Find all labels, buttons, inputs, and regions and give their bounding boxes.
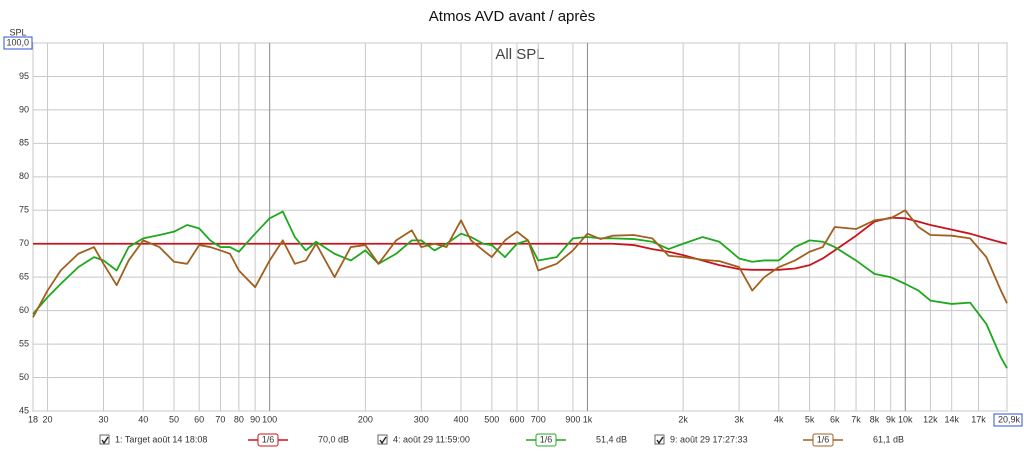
x-tick-label: 900 [565, 414, 580, 424]
smoothing-label: 1/6 [262, 434, 275, 444]
x-tick-label: 500 [484, 414, 499, 424]
y-tick-label: 90 [19, 104, 29, 114]
y-tick-label: 95 [19, 71, 29, 81]
x-tick-label: 600 [509, 414, 524, 424]
x-tick-label: 200 [358, 414, 373, 424]
lines [32, 209, 1008, 369]
legend-checkbox[interactable] [654, 434, 665, 445]
x-tick-label: 5k [805, 414, 815, 424]
chart-title: Atmos AVD avant / après [429, 8, 595, 25]
smoothing-button[interactable] [257, 433, 279, 447]
x-tick-label: 2k [678, 414, 688, 424]
x-tick-label: 60 [194, 414, 204, 424]
x-tick-label: 400 [453, 414, 468, 424]
x-tick-label: 50 [169, 414, 179, 424]
legend-checkbox[interactable] [99, 434, 110, 445]
legend-label: 9: août 29 17:27:33 [670, 434, 748, 444]
checkmark [379, 436, 387, 445]
x-tick-label: 9k [886, 414, 896, 424]
x-tick-label: 6k [830, 414, 840, 424]
smoothing-label: 1/6 [817, 434, 830, 444]
subtitle: All SPL [495, 46, 544, 63]
y-axis-label: SPL [9, 27, 26, 37]
series-line [32, 210, 1008, 369]
x-tick-label: 17k [971, 414, 986, 424]
smoothing-button[interactable] [535, 433, 557, 447]
series-line [32, 209, 1008, 318]
legend-level: 51,4 dB [596, 434, 627, 444]
y-tick-label: 80 [19, 171, 29, 181]
x-tick-label: 10k [898, 414, 913, 424]
x-tick-label: 700 [531, 414, 546, 424]
x-tick-label: 18 [28, 414, 38, 424]
y-tick-label: 75 [19, 205, 29, 215]
y-tick-label: 85 [19, 138, 29, 148]
y-tick-label: 70 [19, 238, 29, 248]
y-tick-label: 50 [19, 372, 29, 382]
smoothing-label: 1/6 [540, 434, 553, 444]
legend: 1: Target août 14 18:08 1/6 70,0 dB 4: août… [99, 433, 904, 447]
limit-box [3, 36, 33, 50]
smoothing-button[interactable] [812, 433, 834, 447]
x-tick-label: 40 [138, 414, 148, 424]
legend-checkbox[interactable] [377, 434, 388, 445]
x-tick-label: 20,9k [998, 414, 1021, 424]
y-tick-label: 45 [19, 405, 29, 415]
x-tick-label: 1k [583, 414, 593, 424]
x-tick-label: 7k [851, 414, 861, 424]
x-tick-label: 8k [870, 414, 880, 424]
legend-label: 4: août 29 11:59:00 [393, 434, 470, 444]
x-tick-label: 14k [944, 414, 959, 424]
x-tick-label: 100 [262, 414, 277, 424]
y-tick-label: 60 [19, 305, 29, 315]
checkmark [101, 436, 109, 445]
x-tick-label: 30 [98, 414, 108, 424]
y-tick-label: 100,0 [6, 37, 29, 47]
x-tick-label: 12k [923, 414, 938, 424]
x-tick-label: 300 [414, 414, 429, 424]
x-tick-label: 90 [250, 414, 260, 424]
x-tick-label: 20 [43, 414, 53, 424]
x-tick-label: 70 [215, 414, 225, 424]
legend-level: 70,0 dB [318, 434, 349, 444]
y-tick-label: 65 [19, 272, 29, 282]
legend-label: 1: Target août 14 18:08 [115, 434, 207, 444]
limit-box [993, 413, 1023, 427]
x-tick-label: 4k [774, 414, 784, 424]
y-tick-label: 55 [19, 338, 29, 348]
checkmark [656, 436, 664, 445]
x-tick-label: 80 [234, 414, 244, 424]
legend-level: 61,1 dB [873, 434, 904, 444]
x-tick-label: 3k [734, 414, 744, 424]
